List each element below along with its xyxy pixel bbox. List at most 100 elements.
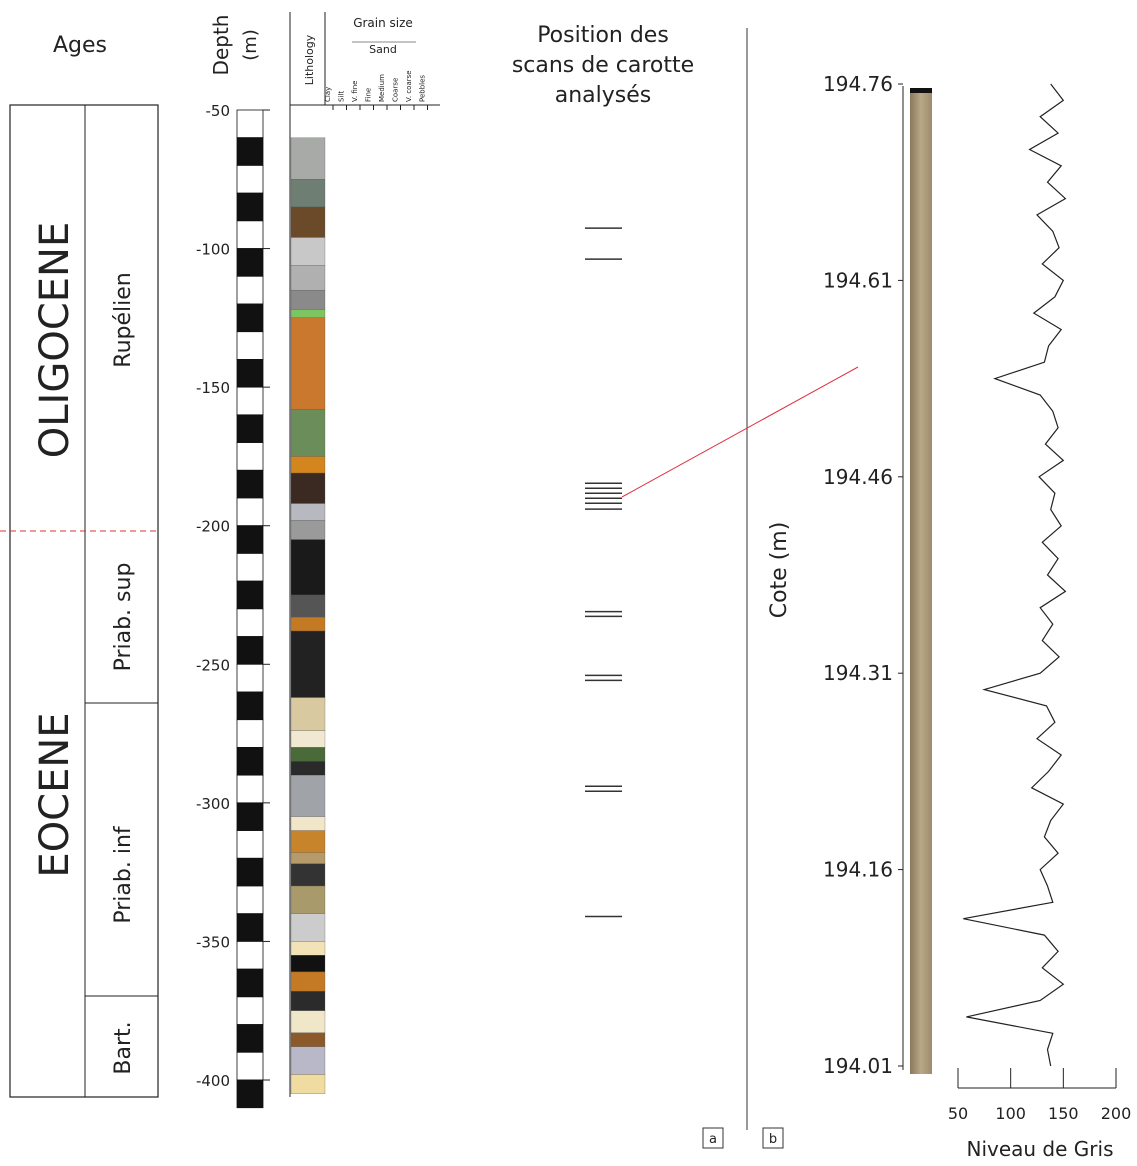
core-top bbox=[910, 88, 932, 93]
depth-scale-block bbox=[236, 359, 264, 388]
grain-class-label: Coarse bbox=[392, 78, 400, 102]
y-tick-label: 194.76 bbox=[823, 72, 893, 96]
depth-scale-block bbox=[236, 802, 264, 831]
panel-tag bbox=[702, 1127, 724, 1149]
lithology-layer bbox=[290, 955, 326, 973]
lithology-layer bbox=[290, 1074, 326, 1095]
depth-scale-block bbox=[236, 580, 264, 610]
lithology-layer bbox=[290, 830, 326, 853]
lithology-layer bbox=[290, 761, 326, 776]
x-tick-label: 50 bbox=[948, 1104, 968, 1123]
depth-scale-block bbox=[236, 414, 264, 443]
lithology-layer bbox=[290, 617, 326, 632]
epoch-label: EOCENE bbox=[32, 712, 78, 877]
y-axis-label: Cote (m) bbox=[767, 522, 792, 619]
stage-label: Priab. sup bbox=[111, 563, 136, 672]
lithology-layer bbox=[290, 1046, 326, 1075]
lithology-layer bbox=[290, 179, 326, 208]
depth-scale-block bbox=[236, 968, 264, 998]
grain-class-label: Clay bbox=[324, 87, 332, 102]
depth-scale-block bbox=[236, 913, 264, 942]
y-tick-label: 194.31 bbox=[823, 661, 893, 685]
y-tick-label: -300 bbox=[196, 795, 230, 813]
depth-scale-block bbox=[236, 165, 264, 194]
lithology-layer bbox=[290, 409, 326, 457]
depth-scale-block bbox=[236, 109, 264, 139]
lithology-layer bbox=[290, 206, 326, 238]
x-axis-label: Niveau de Gris bbox=[966, 1137, 1113, 1161]
depth-scale-block bbox=[236, 857, 264, 887]
grain-class-label: Medium bbox=[378, 74, 386, 102]
lithology-layer bbox=[290, 594, 326, 618]
lithology-label: Lithology bbox=[303, 34, 316, 85]
panel-label: a bbox=[709, 1132, 717, 1147]
depth-scale-block bbox=[236, 497, 264, 527]
epoch-label: OLIGOCENE bbox=[32, 222, 78, 458]
lithology-layer bbox=[290, 730, 326, 748]
depth-scale-block bbox=[236, 885, 264, 915]
lithology-layer bbox=[290, 503, 326, 521]
depth-scale-block bbox=[236, 608, 264, 637]
scans-title: Position des bbox=[537, 23, 669, 48]
y-tick-label: -400 bbox=[196, 1072, 230, 1090]
depth-scale-block bbox=[236, 663, 264, 693]
grain-class-label: V. coarse bbox=[405, 70, 413, 102]
depth-scale-block bbox=[236, 331, 264, 360]
depth-scale-block bbox=[236, 220, 264, 249]
y-tick-label: -150 bbox=[196, 379, 230, 397]
depth-scale-block bbox=[236, 774, 264, 804]
depth-scale-block bbox=[236, 1051, 264, 1081]
lithology-layer bbox=[290, 472, 326, 504]
stage-label: Priab. inf bbox=[111, 825, 136, 924]
depth-scale-block bbox=[236, 137, 264, 166]
stage-label: Bart. bbox=[111, 1021, 136, 1074]
y-tick-label: -100 bbox=[196, 241, 230, 259]
depth-scale-block bbox=[236, 442, 264, 471]
depth-scale-block bbox=[236, 1024, 264, 1053]
stage-label: Rupélien bbox=[111, 272, 136, 367]
depth-scale-block bbox=[236, 719, 264, 748]
grey-level-curve bbox=[963, 83, 1067, 1067]
depth-scale-block bbox=[236, 830, 264, 859]
y-tick-label: 194.61 bbox=[823, 268, 893, 292]
panel-tag bbox=[762, 1127, 784, 1149]
grain-size-label: Grain size bbox=[353, 16, 413, 30]
x-tick-label: 200 bbox=[1101, 1104, 1132, 1123]
depth-scale-block bbox=[236, 248, 264, 277]
depth-scale-block bbox=[236, 275, 264, 305]
connector bbox=[621, 366, 859, 498]
panel-label: b bbox=[769, 1132, 777, 1147]
x-tick-label: 150 bbox=[1048, 1104, 1079, 1123]
x-tick-label: 100 bbox=[995, 1104, 1026, 1123]
depth-scale-block bbox=[236, 469, 264, 499]
grain-class-label: Pebbles bbox=[419, 75, 427, 102]
scans-title: analysés bbox=[555, 83, 652, 108]
depth-scale-block bbox=[236, 996, 264, 1025]
depth-scale-block bbox=[236, 192, 264, 222]
depth-label: Depth bbox=[209, 15, 233, 76]
lithology-layer bbox=[290, 1032, 326, 1047]
y-tick-label: 194.46 bbox=[823, 465, 893, 489]
lithology-layer bbox=[290, 520, 326, 540]
lithology-layer bbox=[290, 991, 326, 1011]
ages-box bbox=[9, 104, 159, 1098]
depth-scale-block bbox=[236, 553, 264, 582]
lithology-layer bbox=[290, 885, 326, 914]
depth-scale-block bbox=[236, 1079, 264, 1109]
y-tick-label: 194.16 bbox=[823, 858, 893, 882]
lithology-layer bbox=[290, 816, 326, 831]
y-tick-label: -50 bbox=[206, 102, 231, 120]
lithology-layer bbox=[290, 137, 326, 180]
depth-scale-block bbox=[236, 386, 264, 416]
y-tick-label: -200 bbox=[196, 518, 230, 536]
grain-class-label: Silt bbox=[338, 91, 346, 102]
lithology-layer bbox=[290, 289, 326, 310]
lithology-layer bbox=[290, 456, 326, 474]
depth-scale-block bbox=[236, 941, 264, 970]
lithology-layer bbox=[290, 697, 326, 731]
depth-scale-block bbox=[236, 691, 264, 721]
depth-scale-block bbox=[236, 303, 264, 333]
lithology-layer bbox=[290, 747, 326, 762]
lithology-layer bbox=[290, 309, 326, 319]
